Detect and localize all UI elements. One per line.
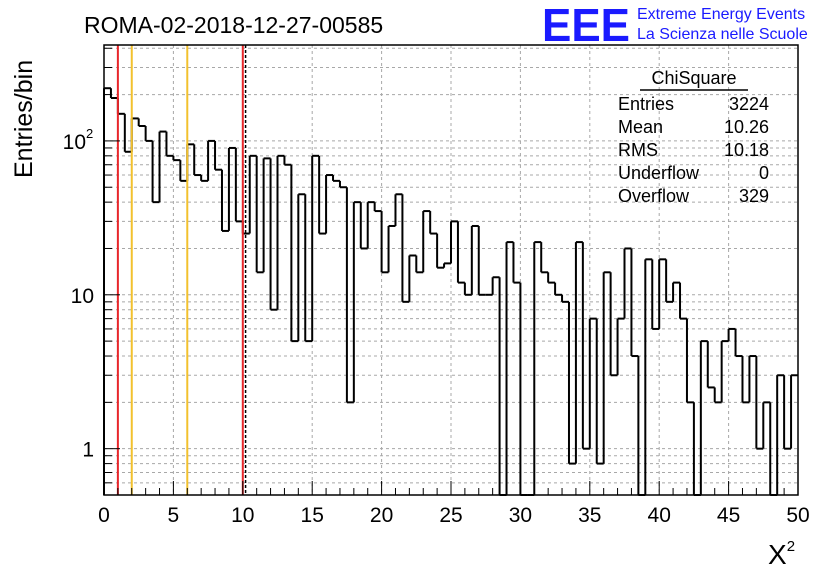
x-tick-label: 25 (439, 504, 462, 527)
x-tick-label: 10 (231, 504, 254, 527)
stats-row-label: Overflow (618, 186, 690, 206)
y-tick-label: 10 (63, 131, 86, 154)
stats-box: ChiSquare Entries 3224 Mean 10.26 RMS 10.18 Un… (618, 68, 769, 206)
stats-row-label: Mean (618, 117, 663, 137)
stats-title: ChiSquare (651, 68, 736, 88)
logo-line1: Extreme Energy Events (637, 6, 805, 23)
stats-row-label: Entries (618, 94, 674, 114)
chart-title: ROMA-02-2018-12-27-00585 (84, 12, 383, 38)
y-tick-label: 10 (71, 285, 94, 308)
x-tick-label: 40 (648, 504, 671, 527)
x-tick-label: 30 (509, 504, 532, 527)
x-tick-label: 20 (370, 504, 393, 527)
vertical-lines (116, 45, 247, 495)
eee-logo: EEE Extreme Energy Events La Scienza nel… (542, 0, 808, 51)
y-tick-label: 1 (82, 439, 94, 462)
x-tick-label: 15 (301, 504, 324, 527)
grid (104, 45, 798, 496)
stats-row-label: Underflow (618, 163, 700, 183)
logo-line2: La Scienza nelle Scuole (637, 26, 808, 43)
stats-row-value: 10.26 (724, 117, 769, 137)
stats-row-value: 3224 (729, 94, 769, 114)
logo-mark: EEE (542, 0, 630, 51)
axes (103, 44, 799, 496)
x-tick-label: 5 (168, 504, 180, 527)
x-tick-label: 45 (717, 504, 740, 527)
stats-row-label: RMS (618, 140, 658, 160)
stats-row-value: 329 (739, 186, 769, 206)
stats-row-value: 0 (759, 163, 769, 183)
y-tick-label-exponent: 2 (86, 126, 93, 141)
y-axis-label: Entries/bin (10, 60, 38, 178)
x-tick-label: 50 (786, 504, 809, 527)
x-tick-label: 0 (98, 504, 110, 527)
stats-rows: Entries 3224 Mean 10.26 RMS 10.18 Underflow 0 Ov… (618, 94, 769, 206)
x-axis-label-base: X (768, 539, 787, 570)
x-axis-label: X2 (768, 538, 795, 570)
x-axis-label-superscript: 2 (787, 538, 795, 555)
x-tick-label: 35 (578, 504, 601, 527)
stats-row-value: 10.18 (724, 140, 769, 160)
